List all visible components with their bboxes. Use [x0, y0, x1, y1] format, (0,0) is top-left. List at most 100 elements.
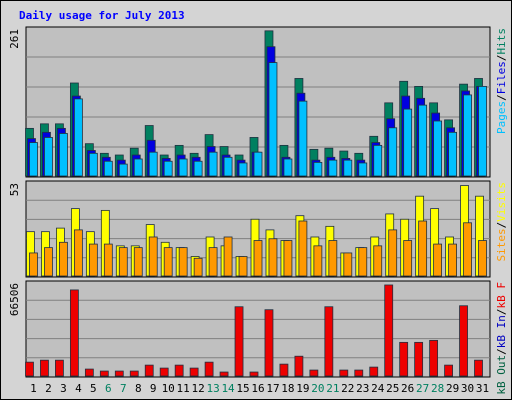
bar	[99, 370, 109, 377]
bar	[294, 355, 304, 377]
bar	[298, 100, 308, 177]
x-tick-label: 27	[416, 382, 429, 395]
bar	[29, 252, 38, 277]
bar	[29, 142, 38, 177]
legend-entry: kB F	[495, 282, 508, 309]
bar	[433, 120, 443, 177]
x-tick-label: 13	[206, 382, 219, 395]
bar	[59, 133, 68, 177]
bar	[114, 370, 124, 377]
bar	[478, 240, 487, 277]
x-tick-label: 18	[281, 382, 294, 395]
bar	[403, 240, 413, 277]
legend-separator: /	[495, 94, 508, 101]
y-tick-label: 261	[8, 29, 21, 49]
x-tick-label: 1	[30, 382, 37, 395]
bar	[283, 240, 293, 277]
x-tick-label: 14	[221, 382, 235, 395]
legend-separator: /	[495, 55, 508, 62]
bar	[268, 238, 278, 277]
bar	[354, 369, 364, 377]
x-tick-label: 25	[386, 382, 399, 395]
bar	[358, 162, 368, 177]
bar	[253, 240, 263, 277]
bar	[328, 240, 338, 277]
bar	[73, 98, 83, 177]
bar	[144, 364, 154, 377]
legend-entry: kB Out	[495, 355, 508, 395]
legend-entry: Visits	[495, 182, 508, 222]
bar	[88, 243, 98, 277]
bar	[414, 341, 424, 377]
bar	[463, 94, 472, 177]
bar	[343, 252, 353, 277]
bar	[373, 245, 383, 277]
bar	[219, 371, 229, 377]
x-tick-label: 15	[236, 382, 249, 395]
x-tick-label: 6	[105, 382, 112, 395]
x-tick-label: 16	[251, 382, 264, 395]
x-tick-label: 4	[75, 382, 82, 395]
x-tick-label: 29	[446, 382, 459, 395]
legend-entry: kB In	[495, 315, 508, 348]
bar	[44, 247, 53, 277]
bar	[478, 86, 487, 177]
bar	[208, 151, 218, 177]
bar	[343, 159, 353, 177]
bar	[178, 158, 188, 177]
bar	[339, 369, 349, 377]
bar	[418, 104, 428, 177]
y-tick-label: 66506	[8, 283, 21, 316]
bar	[238, 256, 248, 277]
plot-area	[25, 280, 491, 378]
x-tick-label: 2	[45, 382, 52, 395]
bar	[238, 162, 248, 177]
bar	[328, 159, 338, 177]
x-tick-label: 8	[135, 382, 142, 395]
x-tick-label: 3	[60, 382, 67, 395]
bar	[433, 243, 443, 277]
legend-separator: /	[495, 309, 508, 316]
bar	[103, 160, 113, 177]
legend: kB Out/kB In/kB F	[495, 282, 508, 395]
x-tick-label: 7	[120, 382, 127, 395]
y-tick-label: 53	[8, 183, 21, 196]
bar	[118, 247, 128, 277]
x-tick-label: 17	[266, 382, 279, 395]
bar	[148, 151, 158, 177]
bar	[388, 127, 398, 177]
bar	[189, 367, 199, 377]
x-tick-label: 10	[162, 382, 175, 395]
bar	[84, 368, 94, 377]
x-tick-label: 12	[192, 382, 205, 395]
x-tick-label: 5	[90, 382, 97, 395]
bar	[444, 364, 453, 377]
legend-separator: /	[495, 348, 508, 355]
x-tick-label: 23	[356, 382, 369, 395]
bar	[55, 359, 64, 377]
bar	[193, 257, 203, 277]
bar	[44, 137, 53, 177]
x-tick-label: 20	[311, 382, 324, 395]
legend-separator: /	[495, 222, 508, 229]
bar	[358, 247, 368, 277]
x-tick-label: 22	[341, 382, 354, 395]
x-tick-label: 26	[401, 382, 414, 395]
bar	[174, 364, 184, 377]
bar	[474, 359, 483, 377]
bar	[268, 62, 278, 177]
bar	[448, 243, 457, 277]
x-tick-label: 28	[431, 382, 444, 395]
x-tick-label: 9	[150, 382, 157, 395]
bar	[133, 247, 143, 277]
bar	[193, 160, 203, 177]
x-tick-label: 30	[461, 382, 474, 395]
legend: Pages/Files/Hits	[495, 28, 508, 134]
bar	[163, 247, 173, 277]
bar	[69, 289, 79, 377]
bar	[40, 359, 49, 377]
bar	[418, 220, 428, 277]
bar	[129, 370, 139, 377]
bar	[25, 361, 34, 377]
bar	[159, 367, 169, 377]
